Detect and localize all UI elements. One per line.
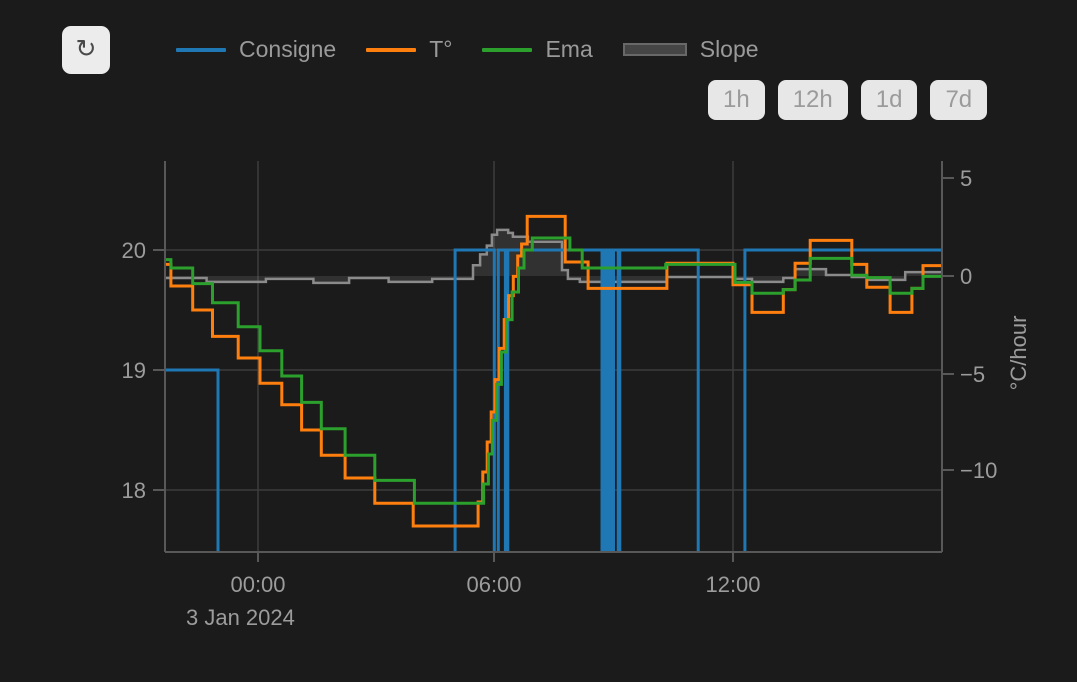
series-slope-fill — [165, 229, 942, 283]
range-button-1d[interactable]: 1d — [860, 80, 918, 120]
range-button-1h[interactable]: 1h — [708, 80, 765, 120]
legend-label-ema: Ema — [545, 36, 593, 62]
range-button-7d[interactable]: 7d — [930, 80, 988, 120]
series-layer — [165, 214, 942, 552]
x-axis-date-label: 3 Jan 2024 — [186, 605, 295, 630]
axis-labels: 20 19 18 5 0 −5 −10 00:00 06:00 12:00 3 … — [122, 166, 1031, 630]
ytick-right-0: 0 — [960, 264, 972, 289]
y-axis-right-title: °C/hour — [1006, 316, 1031, 391]
refresh-button[interactable]: ↻ — [62, 26, 110, 74]
series-consigne — [165, 248, 942, 552]
range-button-12h[interactable]: 12h — [777, 80, 848, 120]
range-buttons: 1h 12h 1d 7d — [708, 80, 988, 120]
ytick-left-18: 18 — [122, 478, 146, 503]
ytick-left-19: 19 — [122, 358, 146, 383]
legend-item-temperature[interactable]: T° — [366, 36, 452, 63]
legend-swatch-consigne — [176, 47, 226, 52]
legend-swatch-ema — [482, 47, 533, 52]
axis-lines — [153, 161, 954, 562]
series-slope — [165, 228, 942, 285]
ytick-right-5: 5 — [960, 166, 972, 191]
xtick-06h: 06:00 — [466, 572, 521, 597]
xtick-00h: 00:00 — [230, 572, 285, 597]
ytick-left-20: 20 — [122, 238, 146, 263]
legend-label-temperature: T° — [429, 36, 453, 62]
ytick-right-neg5: −5 — [960, 362, 985, 387]
legend-item-consigne[interactable]: Consigne — [176, 36, 336, 63]
legend-item-slope[interactable]: Slope — [622, 36, 759, 63]
refresh-icon: ↻ — [75, 34, 97, 63]
chart-legend: Consigne T° Ema Slope — [176, 36, 759, 63]
legend-item-ema[interactable]: Ema — [482, 36, 593, 63]
legend-label-consigne: Consigne — [239, 36, 337, 62]
legend-swatch-temperature — [366, 47, 417, 52]
legend-swatch-slope — [622, 43, 687, 56]
legend-label-slope: Slope — [699, 36, 759, 62]
xtick-12h: 12:00 — [705, 572, 760, 597]
series-ema — [165, 236, 942, 505]
ytick-right-neg10: −10 — [960, 458, 997, 483]
